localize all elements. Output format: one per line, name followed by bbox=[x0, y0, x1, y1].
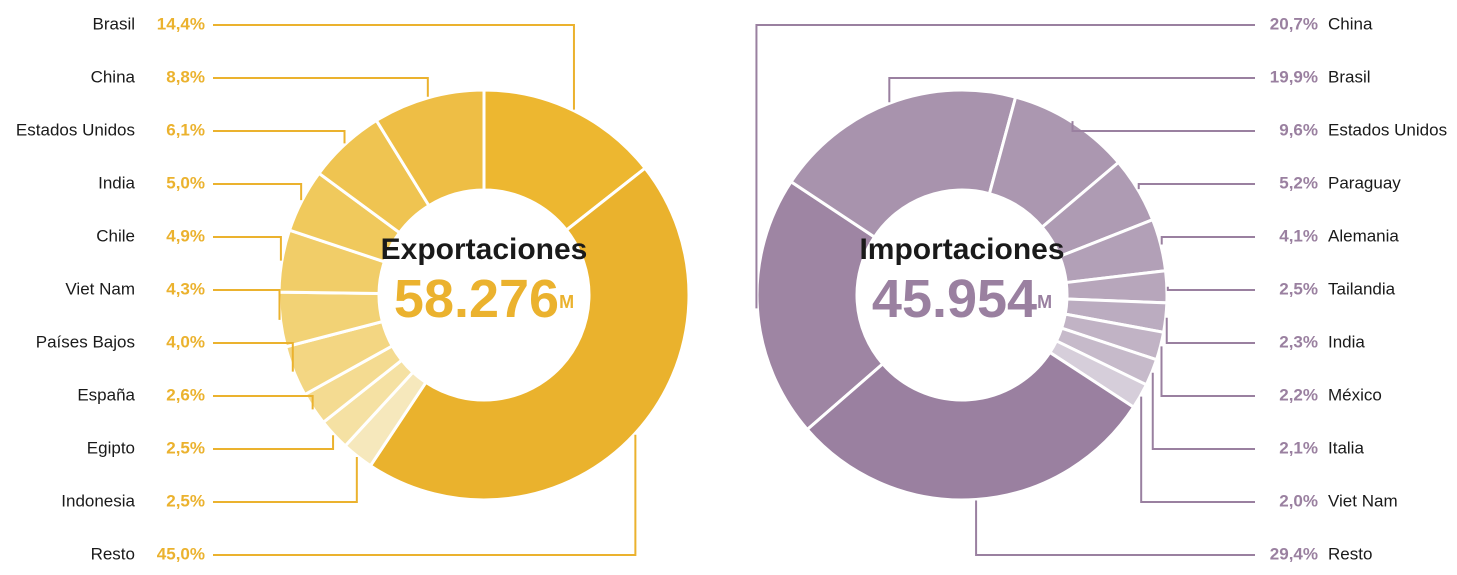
leader-line bbox=[1160, 346, 1255, 397]
center-title: Importaciones bbox=[859, 233, 1064, 266]
value-label: 2,6% bbox=[166, 385, 205, 404]
category-label: China bbox=[1328, 14, 1373, 33]
leader-line bbox=[1166, 286, 1255, 291]
leader-line bbox=[1165, 317, 1255, 344]
leader-line bbox=[1140, 396, 1255, 503]
value-label: 9,6% bbox=[1279, 120, 1318, 139]
category-label: Italia bbox=[1328, 438, 1364, 457]
donut-slice bbox=[805, 350, 1136, 502]
leader-line bbox=[975, 500, 1255, 556]
category-label: Brasil bbox=[1328, 67, 1371, 86]
value-label: 6,1% bbox=[166, 120, 205, 139]
value-label: 4,0% bbox=[166, 332, 205, 351]
leader-line bbox=[213, 236, 282, 261]
donut-slice bbox=[755, 179, 885, 432]
category-label: Tailandia bbox=[1328, 279, 1396, 298]
value-label: 14,4% bbox=[157, 14, 205, 33]
value-label: 4,1% bbox=[1279, 226, 1318, 245]
donut-slice bbox=[374, 88, 486, 208]
center-unit: M bbox=[559, 292, 574, 312]
category-label: Indonesia bbox=[61, 491, 135, 510]
leader-line bbox=[1160, 236, 1255, 245]
category-label: China bbox=[91, 67, 136, 86]
center-total: 45.954M bbox=[872, 269, 1052, 329]
value-label: 2,5% bbox=[166, 438, 205, 457]
leader-line bbox=[1137, 183, 1255, 190]
center-title: Exportaciones bbox=[381, 233, 588, 266]
value-label: 29,4% bbox=[1270, 544, 1318, 563]
leader-line bbox=[213, 289, 281, 320]
leader-line bbox=[755, 24, 1255, 309]
donut-slice bbox=[789, 88, 1018, 240]
value-label: 19,9% bbox=[1270, 67, 1318, 86]
leader-line bbox=[888, 77, 1255, 103]
center-unit: M bbox=[1037, 292, 1052, 312]
leader-line bbox=[213, 342, 294, 372]
value-label: 2,2% bbox=[1279, 385, 1318, 404]
value-label: 2,1% bbox=[1279, 438, 1318, 457]
value-label: 8,8% bbox=[166, 67, 205, 86]
value-label: 4,9% bbox=[166, 226, 205, 245]
category-label: Alemania bbox=[1328, 226, 1399, 245]
category-label: Chile bbox=[96, 226, 135, 245]
category-label: Resto bbox=[1328, 544, 1372, 563]
leader-line bbox=[213, 77, 429, 97]
category-label: Egipto bbox=[87, 438, 135, 457]
value-label: 5,2% bbox=[1279, 173, 1318, 192]
value-label: 2,5% bbox=[1279, 279, 1318, 298]
leader-line bbox=[213, 130, 346, 144]
leader-line bbox=[213, 435, 335, 450]
value-label: 2,0% bbox=[1279, 491, 1318, 510]
donut-slice bbox=[368, 166, 691, 502]
value-label: 2,3% bbox=[1279, 332, 1318, 351]
leader-line bbox=[213, 183, 303, 201]
category-label: Viet Nam bbox=[1328, 491, 1398, 510]
value-label: 45,0% bbox=[157, 544, 205, 563]
category-label: Paraguay bbox=[1328, 173, 1401, 192]
category-label: Países Bajos bbox=[36, 332, 135, 351]
category-label: Resto bbox=[91, 544, 135, 563]
leader-line bbox=[1071, 121, 1255, 132]
value-label: 2,5% bbox=[166, 491, 205, 510]
category-label: India bbox=[98, 173, 135, 192]
category-label: España bbox=[77, 385, 135, 404]
center-value: 45.954 bbox=[872, 269, 1037, 329]
leader-line bbox=[213, 24, 575, 110]
leader-line bbox=[1151, 372, 1255, 450]
category-label: Brasil bbox=[92, 14, 135, 33]
center-total: 58.276M bbox=[394, 269, 574, 329]
category-label: Estados Unidos bbox=[16, 120, 135, 139]
category-label: México bbox=[1328, 385, 1382, 404]
leader-line bbox=[213, 434, 637, 556]
category-label: India bbox=[1328, 332, 1365, 351]
center-value: 58.276 bbox=[394, 269, 559, 329]
value-label: 5,0% bbox=[166, 173, 205, 192]
category-label: Estados Unidos bbox=[1328, 120, 1447, 139]
leader-line bbox=[213, 457, 358, 503]
value-label: 20,7% bbox=[1270, 14, 1318, 33]
category-label: Viet Nam bbox=[65, 279, 135, 298]
value-label: 4,3% bbox=[166, 279, 205, 298]
leader-line bbox=[213, 395, 314, 410]
